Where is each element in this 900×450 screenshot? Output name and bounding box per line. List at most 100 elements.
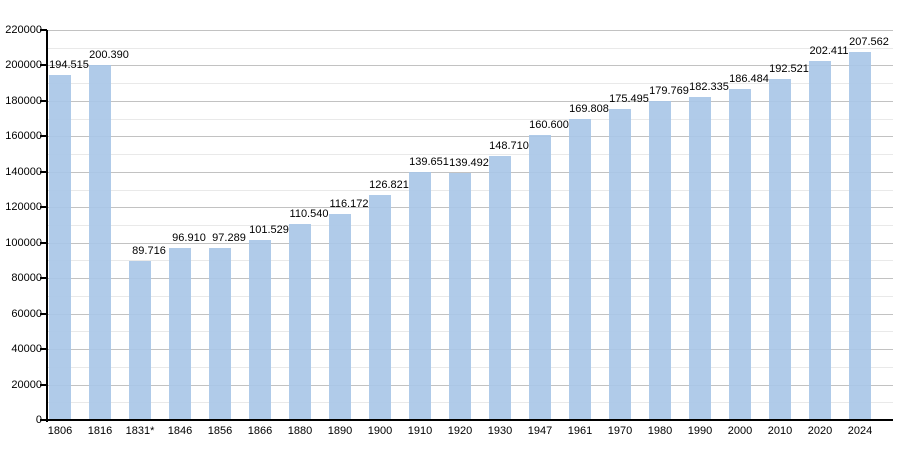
y-tick-mark	[40, 384, 47, 386]
bar-slot: 194.515	[40, 30, 89, 420]
x-tick-label: 1900	[367, 425, 393, 437]
bar-slot: 200.390	[80, 30, 129, 420]
y-axis-line	[46, 30, 48, 422]
y-tick-mark	[40, 313, 47, 315]
y-tick-label: 140000	[5, 166, 42, 178]
gridline-major	[48, 172, 893, 173]
bar-slot: 139.492	[440, 30, 489, 420]
bar	[609, 109, 631, 420]
bar-slot: 182.335	[680, 30, 729, 420]
x-tick-label: 1890	[327, 425, 353, 437]
bar	[49, 75, 71, 420]
y-tick-mark	[40, 242, 47, 244]
x-tick-label: 1910	[407, 425, 433, 437]
x-tick-label: 1846	[167, 425, 193, 437]
y-tick-label: 220000	[5, 24, 42, 36]
gridline-major	[48, 101, 893, 102]
bar	[409, 172, 431, 420]
bar-value-label: 169.808	[569, 103, 609, 115]
bar-slot: 139.651	[400, 30, 449, 420]
x-tick-label: 1961	[567, 425, 593, 437]
x-tick-label: 1880	[287, 425, 313, 437]
gridline-major	[48, 136, 893, 137]
bar	[729, 89, 751, 420]
bar-value-label: 89.716	[132, 245, 166, 257]
y-tick-label: 0	[35, 414, 42, 426]
bar	[249, 240, 271, 420]
bar	[529, 135, 551, 420]
bar-slot: 192.521	[760, 30, 809, 420]
bar	[689, 97, 711, 420]
bar-slot: 101.529	[240, 30, 289, 420]
bar-slot: 202.411	[800, 30, 848, 420]
bar	[809, 61, 831, 420]
plot-area: 194.515 200.390 89.716 96.910 97.289 101.529 1…	[48, 30, 893, 420]
bar-value-label: 179.769	[649, 85, 689, 97]
bar	[289, 224, 311, 420]
bar	[129, 261, 151, 420]
x-tick-label: 1816	[87, 425, 113, 437]
bar-slot: 175.495	[600, 30, 649, 420]
y-tick-mark	[40, 419, 47, 421]
bar-slot: 89.716	[120, 30, 166, 420]
gridline-minor	[48, 83, 893, 84]
x-tick-label: 1930	[487, 425, 513, 437]
bar	[849, 52, 871, 420]
x-tick-label: 2024	[847, 425, 873, 437]
bar	[209, 248, 231, 420]
x-tick-label: 1990	[687, 425, 713, 437]
bar-value-label: 186.484	[729, 73, 769, 85]
x-tick-label: 1970	[607, 425, 633, 437]
y-tick-label: 80000	[11, 272, 42, 284]
gridline-minor	[48, 154, 893, 155]
gridline-major	[48, 30, 893, 31]
bar-value-label: 101.529	[249, 224, 289, 236]
bar-value-label: 194.515	[49, 59, 89, 71]
x-axis-labels: 1806 1816 1831* 1846 1856 1866 1880 1890 1900 191…	[40, 425, 880, 438]
x-tick-label: 1856	[207, 425, 233, 437]
bar-slot: 179.769	[640, 30, 689, 420]
bar-value-label: 139.651	[409, 156, 449, 168]
x-tick-label: 2020	[807, 425, 833, 437]
x-tick-label: 2010	[767, 425, 793, 437]
bar-value-label: 96.910	[172, 232, 206, 244]
bar-slot: 110.540	[280, 30, 328, 420]
x-tick-label: 1947	[527, 425, 553, 437]
bar-value-label: 182.335	[689, 81, 729, 93]
bar-value-label: 200.390	[89, 49, 129, 61]
y-tick-mark	[40, 348, 47, 350]
bar-slot: 126.821	[360, 30, 409, 420]
bar-slot: 96.910	[160, 30, 206, 420]
y-tick-mark	[40, 29, 47, 31]
bar-value-label: 139.492	[449, 157, 489, 169]
bar	[569, 119, 591, 420]
bar-value-label: 175.495	[609, 93, 649, 105]
y-tick-label: 200000	[5, 59, 42, 71]
bar	[649, 101, 671, 420]
y-tick-mark	[40, 206, 47, 208]
x-tick-label: 1866	[247, 425, 273, 437]
bar-value-label: 148.710	[489, 140, 529, 152]
bar	[769, 79, 791, 420]
bar	[369, 195, 391, 420]
y-tick-mark	[40, 64, 47, 66]
bar	[329, 214, 351, 420]
y-tick-label: 180000	[5, 95, 42, 107]
y-tick-mark	[40, 171, 47, 173]
bar-value-label: 207.562	[849, 36, 889, 48]
bar-slot: 207.562	[840, 30, 889, 420]
bar-slot: 160.600	[520, 30, 569, 420]
bar-slot: 116.172	[320, 30, 368, 420]
bar-value-label: 126.821	[369, 179, 409, 191]
y-tick-mark	[40, 100, 47, 102]
bar-value-label: 192.521	[769, 63, 809, 75]
y-tick-label: 60000	[11, 308, 42, 320]
bar-slot: 148.710	[480, 30, 529, 420]
bar-value-label: 160.600	[529, 119, 569, 131]
bar-value-label: 97.289	[212, 232, 246, 244]
y-tick-label: 20000	[11, 379, 42, 391]
bar-value-label: 110.540	[289, 208, 329, 220]
gridline-major	[48, 65, 893, 66]
bar	[89, 65, 111, 420]
